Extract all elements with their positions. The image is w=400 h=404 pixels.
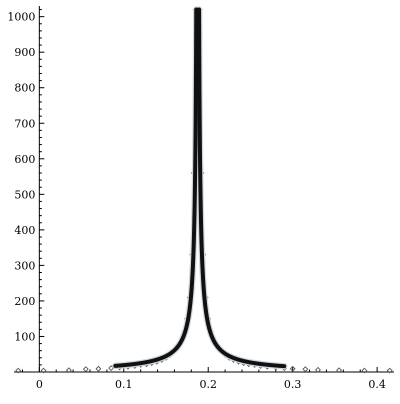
y-tick-label: 100 xyxy=(14,330,35,343)
y-tick-label: 800 xyxy=(14,82,35,95)
x-tick-label: 0.2 xyxy=(199,378,217,391)
data-point xyxy=(82,366,89,373)
data-point xyxy=(40,367,47,374)
x-tick-label: 0.4 xyxy=(368,378,386,391)
curve-right-halo xyxy=(195,6,288,370)
data-point xyxy=(361,367,368,374)
data-point xyxy=(289,365,296,372)
curve-left-branch xyxy=(113,7,199,368)
data-point xyxy=(95,365,102,372)
data-point xyxy=(336,367,343,374)
x-tick-label: 0.3 xyxy=(284,378,302,391)
y-tick-label: 300 xyxy=(14,259,35,272)
data-point xyxy=(302,366,309,373)
data-point xyxy=(386,367,393,374)
x-tick-label: 0 xyxy=(36,378,43,391)
y-tick-label: 500 xyxy=(14,188,35,201)
curve-layer xyxy=(112,6,288,370)
curve-right-branch xyxy=(197,7,287,369)
data-point xyxy=(65,367,72,374)
data-point xyxy=(315,366,321,373)
data-point xyxy=(15,367,22,374)
axes xyxy=(14,6,394,373)
y-tick-label: 1000 xyxy=(7,11,35,24)
curve-left-halo xyxy=(112,6,200,370)
tick-labels: 100 200 300 400 500 600 700 800 900 1000 0 0.1 0.2 0.… xyxy=(7,11,386,391)
x-tick-label: 0.1 xyxy=(115,378,133,391)
y-tick-label: 600 xyxy=(14,153,35,166)
y-tick-label: 700 xyxy=(14,117,35,130)
y-tick-label: 400 xyxy=(14,224,35,237)
y-tick-label: 200 xyxy=(14,295,35,308)
y-tick-label: 900 xyxy=(14,46,35,59)
